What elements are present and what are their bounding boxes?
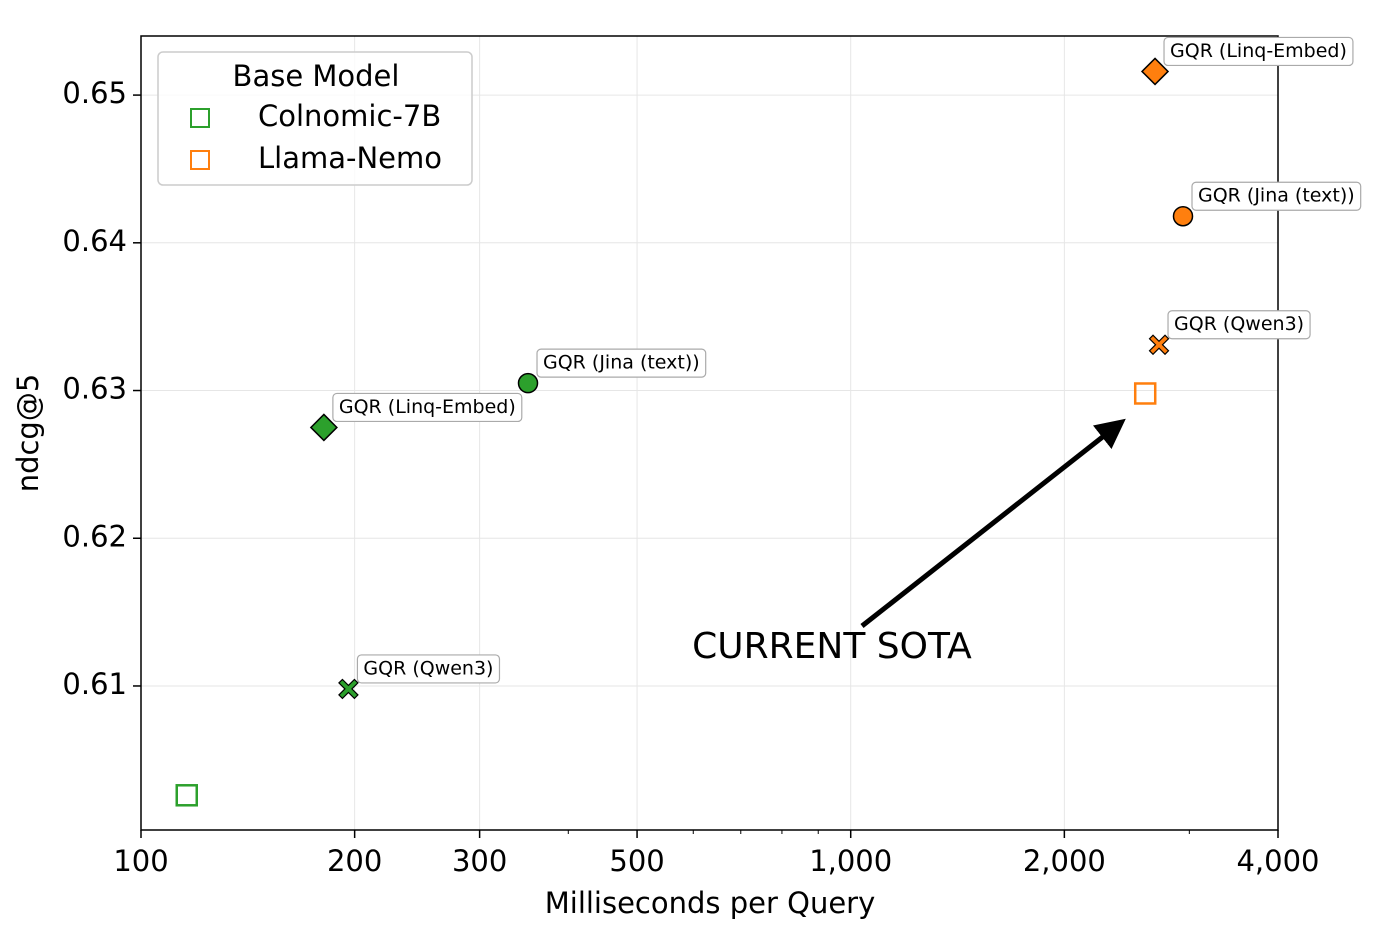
y-tick-label: 0.62 [62, 519, 127, 553]
legend-marker [190, 108, 210, 128]
label-text: GQR (Qwen3) [1174, 313, 1304, 335]
x-tick-label: 100 [113, 844, 168, 878]
legend-marker [190, 150, 210, 170]
point-label: GQR (Linq-Embed) [332, 392, 523, 423]
label-text: GQR (Jina (text)) [1198, 185, 1355, 207]
label-text: GQR (Jina (text)) [543, 352, 700, 374]
legend-label: Llama-Nemo [258, 141, 442, 175]
y-tick-label: 0.61 [62, 667, 127, 701]
label-box [536, 348, 707, 378]
y-tick-label: 0.65 [62, 76, 127, 110]
x-axis-title: Milliseconds per Query [545, 886, 876, 920]
point [309, 413, 338, 442]
y-tick-label: 0.63 [62, 372, 127, 406]
point-label: GQR (Linq-Embed) [1163, 36, 1354, 67]
point [338, 678, 359, 700]
point [1148, 334, 1170, 356]
y-tick-label: 0.64 [62, 224, 127, 258]
label-box [332, 392, 523, 423]
point-label: GQR (Qwen3) [1167, 310, 1311, 340]
point [1172, 205, 1194, 227]
point [1133, 382, 1157, 405]
point [175, 784, 198, 807]
y-axis-title: ndcg@5 [11, 374, 45, 493]
point-label: GQR (Jina (text)) [536, 348, 707, 378]
point [517, 372, 539, 394]
point [1140, 57, 1170, 86]
label-text: GQR (Linq-Embed) [339, 396, 516, 418]
legend-box [157, 51, 473, 186]
label-text: GQR (Linq-Embed) [1170, 40, 1347, 62]
legend: Base Model Colnomic-7B Llama-Nemo [157, 51, 473, 186]
x-tick-label: 1,000 [809, 844, 892, 878]
label-box [1163, 36, 1354, 67]
label-box [1167, 310, 1311, 340]
x-tick-label: 300 [452, 844, 507, 878]
x-tick-label: 4,000 [1236, 844, 1319, 878]
annotation: CURRENT SOTA [692, 626, 972, 667]
label-box [356, 654, 501, 684]
point-label: GQR (Qwen3) [356, 654, 501, 684]
label-text: GQR (Qwen3) [363, 657, 493, 679]
legend-title: Base Model [233, 59, 400, 93]
label-box [1191, 181, 1362, 211]
x-tick-label: 200 [327, 844, 382, 878]
legend-label: Colnomic-7B [258, 99, 441, 133]
point-label: GQR (Jina (text)) [1191, 181, 1362, 211]
annotation-arrow [860, 418, 1126, 628]
plot-frame [140, 35, 1279, 831]
x-tick-label: 500 [609, 844, 664, 878]
x-tick-label: 2,000 [1023, 844, 1106, 878]
